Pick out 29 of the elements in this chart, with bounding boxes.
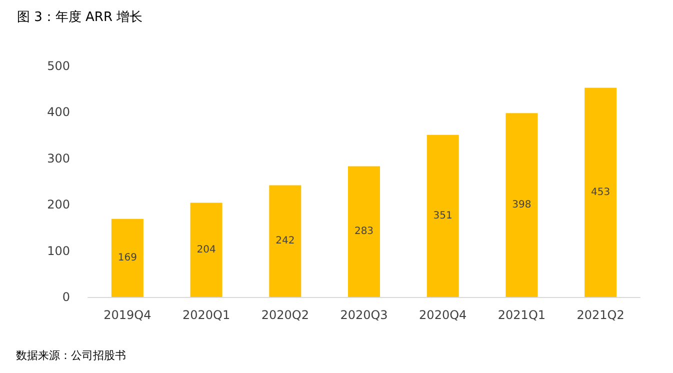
x-tick-label: 2020Q2	[261, 308, 309, 322]
data-label: 204	[196, 244, 216, 256]
x-tick-label: 2020Q1	[182, 308, 230, 322]
source-note: 数据来源：公司招股书	[16, 349, 126, 362]
x-tick-label: 2019Q4	[104, 308, 152, 322]
y-tick-label: 0	[62, 290, 70, 304]
x-tick-label: 2020Q3	[340, 308, 388, 322]
bar	[348, 166, 380, 297]
bar	[190, 202, 222, 297]
x-tick-label: 2021Q1	[498, 308, 546, 322]
y-tick-label: 400	[47, 105, 70, 120]
data-label: 453	[591, 186, 610, 198]
bar	[426, 134, 459, 297]
data-label: 283	[354, 226, 374, 238]
bar	[269, 185, 302, 297]
y-tick-label: 500	[47, 59, 70, 73]
data-label: 169	[118, 252, 137, 264]
bar	[506, 113, 538, 297]
y-tick-label: 200	[47, 198, 70, 212]
x-tick-label: 2021Q2	[576, 308, 624, 322]
y-tick-label: 300	[47, 151, 70, 166]
y-tick-label: 100	[47, 244, 70, 258]
data-label: 242	[276, 236, 295, 247]
x-tick-label: 2020Q4	[419, 308, 467, 322]
data-label: 398	[512, 200, 532, 211]
bar	[111, 218, 144, 297]
data-label: 351	[433, 210, 452, 222]
bar	[584, 88, 617, 297]
chart-title: 图 3：年度 ARR 增长	[17, 9, 143, 25]
